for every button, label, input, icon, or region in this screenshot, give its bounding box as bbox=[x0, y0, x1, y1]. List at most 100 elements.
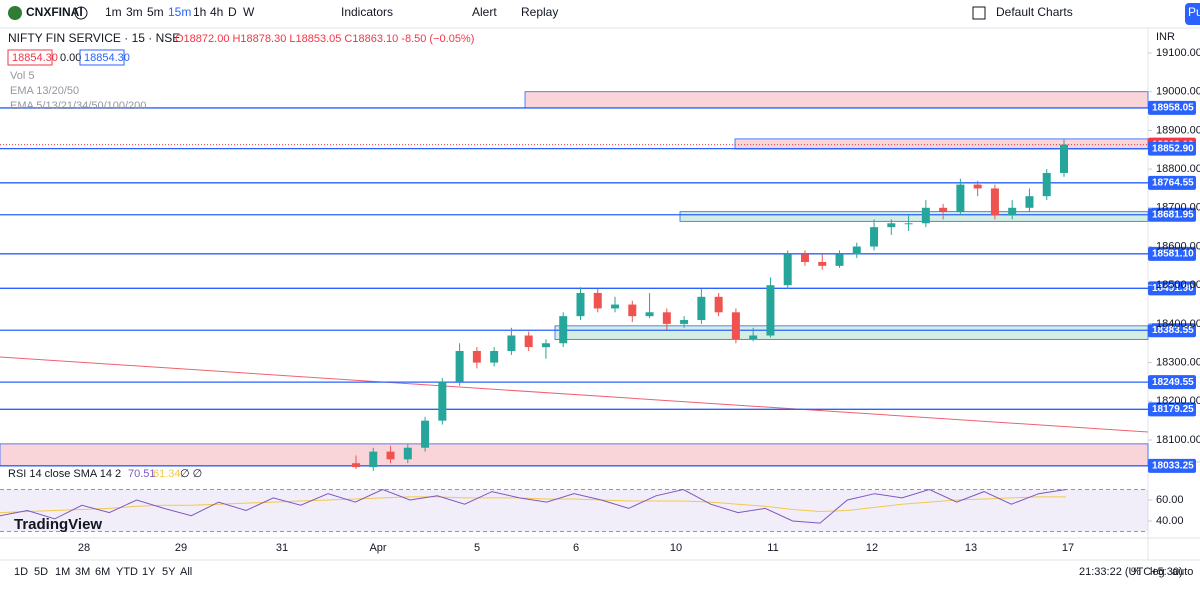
candle-body bbox=[352, 463, 360, 468]
interval[interactable]: D bbox=[228, 5, 237, 19]
rsi-extra: ∅ ∅ bbox=[180, 468, 202, 480]
x-tick-label: 10 bbox=[670, 542, 682, 554]
publish-button[interactable] bbox=[1185, 3, 1200, 25]
y-tick-label: 18800.00 bbox=[1156, 163, 1200, 175]
zone bbox=[734, 138, 1149, 150]
x-tick-label: 29 bbox=[175, 542, 187, 554]
candle-body bbox=[835, 254, 844, 266]
toolbar bbox=[0, 0, 1200, 28]
rsi-pane: 60.00 40.00 bbox=[0, 488, 1184, 532]
interval[interactable]: 3m bbox=[126, 5, 143, 19]
legend-ohlc: O18872.00 H18878.30 L18853.05 C18863.10 … bbox=[175, 33, 474, 45]
symbol-icon bbox=[8, 6, 22, 20]
level-label: 18033.25 bbox=[1152, 460, 1194, 471]
x-tick-label: 31 bbox=[276, 542, 288, 554]
auto[interactable]: auto bbox=[1172, 566, 1193, 578]
y-tick-label: 18900.00 bbox=[1156, 124, 1200, 136]
spread: 0.00 bbox=[60, 52, 81, 64]
replay[interactable]: Replay bbox=[521, 5, 558, 19]
level-label: 18383.55 bbox=[1152, 325, 1194, 336]
candle-body bbox=[887, 223, 896, 228]
candle-body bbox=[524, 335, 533, 348]
x-tick-label: 6 bbox=[573, 542, 579, 554]
level-label-box bbox=[1148, 375, 1196, 390]
candle-body bbox=[973, 184, 982, 189]
percent[interactable]: % bbox=[1131, 566, 1141, 578]
rsi-legend: RSI 14 close SMA 14 2 bbox=[8, 468, 121, 480]
logo: TradingView bbox=[14, 516, 102, 533]
candle-body bbox=[662, 312, 671, 324]
x-tick-label: 12 bbox=[866, 542, 878, 554]
level-label-box bbox=[1148, 207, 1196, 222]
candle-body bbox=[507, 335, 516, 351]
range[interactable]: 1Y bbox=[142, 566, 156, 578]
candle-body bbox=[783, 254, 792, 286]
level-label: 18681.95 bbox=[1152, 209, 1194, 220]
rsi-band bbox=[0, 489, 1148, 532]
candle-body bbox=[455, 350, 464, 382]
ema1: EMA 13/20/50 bbox=[10, 85, 79, 97]
candle-body bbox=[628, 304, 637, 317]
range[interactable]: 5D bbox=[34, 566, 48, 578]
bid[interactable]: 18854.30 bbox=[12, 52, 58, 64]
zone bbox=[679, 211, 1149, 222]
y-tick-label: 18400.00 bbox=[1156, 318, 1200, 330]
level-label: 18852.90 bbox=[1152, 143, 1194, 154]
range[interactable]: 3M bbox=[75, 566, 90, 578]
log[interactable]: log bbox=[1150, 566, 1165, 578]
candle-body bbox=[990, 188, 999, 216]
y-tick-label: 18500.00 bbox=[1156, 279, 1200, 291]
interval[interactable]: 1m bbox=[105, 5, 122, 19]
level-label-box bbox=[1148, 175, 1196, 190]
interval[interactable]: 15m bbox=[168, 5, 191, 19]
y-tick-label: 18300.00 bbox=[1156, 357, 1200, 369]
alert[interactable]: Alert bbox=[472, 5, 497, 19]
candle-body bbox=[421, 420, 430, 448]
publish[interactable]: Pu bbox=[1188, 5, 1200, 19]
ask-box[interactable] bbox=[79, 49, 125, 66]
checkbox[interactable] bbox=[972, 6, 986, 20]
rsi-sma-line bbox=[0, 496, 1066, 514]
candle-body bbox=[800, 254, 809, 262]
range[interactable]: 1M bbox=[55, 566, 70, 578]
candle-body bbox=[852, 246, 861, 255]
range[interactable]: 1D bbox=[14, 566, 28, 578]
range[interactable]: YTD bbox=[116, 566, 138, 578]
trend-line bbox=[0, 356, 1149, 433]
range[interactable]: All bbox=[180, 566, 192, 578]
range[interactable]: 6M bbox=[95, 566, 110, 578]
levels: 18958.0518863.1018852.9018764.5518681.95… bbox=[0, 100, 1196, 473]
level-label: 18249.55 bbox=[1152, 377, 1194, 388]
interval[interactable]: W bbox=[243, 5, 255, 19]
candle-body bbox=[956, 184, 965, 212]
bid-box[interactable] bbox=[7, 49, 53, 66]
candle-body bbox=[731, 312, 740, 340]
symbol[interactable]: CNXFINAI bbox=[26, 5, 83, 19]
rsi-sma-value: 61.34 bbox=[153, 468, 181, 480]
y-tick-label: 60.00 bbox=[1156, 494, 1184, 506]
interval[interactable]: 1h bbox=[193, 5, 206, 19]
layout[interactable]: Default Charts bbox=[996, 5, 1073, 19]
ask[interactable]: 18854.30 bbox=[84, 52, 130, 64]
range[interactable]: 5Y bbox=[162, 566, 176, 578]
x-tick-label: Apr bbox=[369, 542, 386, 554]
y-tick-label: 19000.00 bbox=[1156, 86, 1200, 98]
level-label: 18491.90 bbox=[1152, 283, 1194, 294]
candle-body bbox=[766, 285, 775, 336]
candle-body bbox=[680, 320, 689, 324]
zone bbox=[554, 325, 1149, 340]
candle-body bbox=[559, 316, 568, 344]
candle-body bbox=[490, 350, 499, 363]
add-symbol[interactable] bbox=[74, 6, 88, 20]
indicators[interactable]: Indicators bbox=[341, 5, 393, 19]
level-label-box bbox=[1148, 323, 1196, 338]
candle-body bbox=[1008, 207, 1017, 216]
interval[interactable]: 5m bbox=[147, 5, 164, 19]
x-tick-label: 5 bbox=[474, 542, 480, 554]
time: 21:33:22 (UTC+5:30) bbox=[1079, 566, 1183, 578]
interval[interactable]: 4h bbox=[210, 5, 223, 19]
candle-body bbox=[593, 292, 602, 309]
level-label-box bbox=[1148, 246, 1196, 261]
